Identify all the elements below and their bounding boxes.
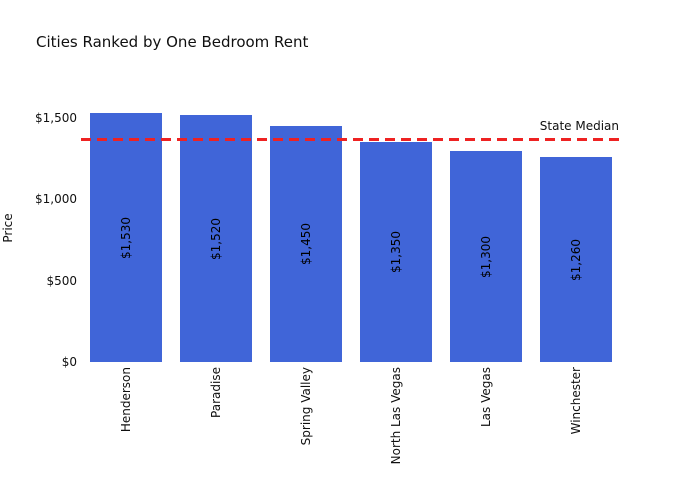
- x-tick-label-henderson: Henderson: [119, 367, 133, 433]
- bar-value-label-north-las-vegas: $1,350: [389, 231, 403, 273]
- x-tick-label-paradise: Paradise: [209, 367, 223, 418]
- x-tick-label-winchester: Winchester: [569, 367, 583, 435]
- y-tick-label-1000: $1,000: [35, 192, 77, 207]
- bar-henderson[interactable]: $1,530: [90, 113, 162, 362]
- y-tick-label-0: $0: [61, 355, 77, 369]
- x-tick-label-spring-valley: Spring Valley: [299, 367, 313, 446]
- bar-value-label-henderson: $1,530: [119, 216, 133, 259]
- y-axis-title: Price: [1, 213, 15, 243]
- x-tick-label-north-las-vegas: North Las Vegas: [389, 367, 403, 465]
- y-tick-label-1500: $1,500: [35, 111, 77, 125]
- y-tick-label-500: $500: [46, 273, 77, 288]
- chart-title: Cities Ranked by One Bedroom Rent: [36, 33, 309, 51]
- bar-value-label-las-vegas: $1,300: [479, 235, 493, 278]
- median-reference-line: [81, 138, 621, 141]
- plot-area: $1,530 $1,520 $1,450 $1,350 $1,300 $1,260 Stat…: [81, 105, 621, 362]
- bar-value-label-winchester: $1,260: [569, 238, 583, 281]
- bar-paradise[interactable]: $1,520: [180, 115, 252, 362]
- bar-north-las-vegas[interactable]: $1,350: [360, 142, 432, 362]
- bar-value-label-paradise: $1,520: [209, 217, 223, 260]
- bar-value-label-spring-valley: $1,450: [299, 223, 313, 265]
- median-line-label: State Median: [539, 119, 619, 133]
- bar-spring-valley[interactable]: $1,450: [270, 126, 342, 362]
- bar-winchester[interactable]: $1,260: [540, 157, 612, 362]
- x-tick-label-las-vegas: Las Vegas: [479, 367, 493, 427]
- bar-las-vegas[interactable]: $1,300: [450, 151, 522, 362]
